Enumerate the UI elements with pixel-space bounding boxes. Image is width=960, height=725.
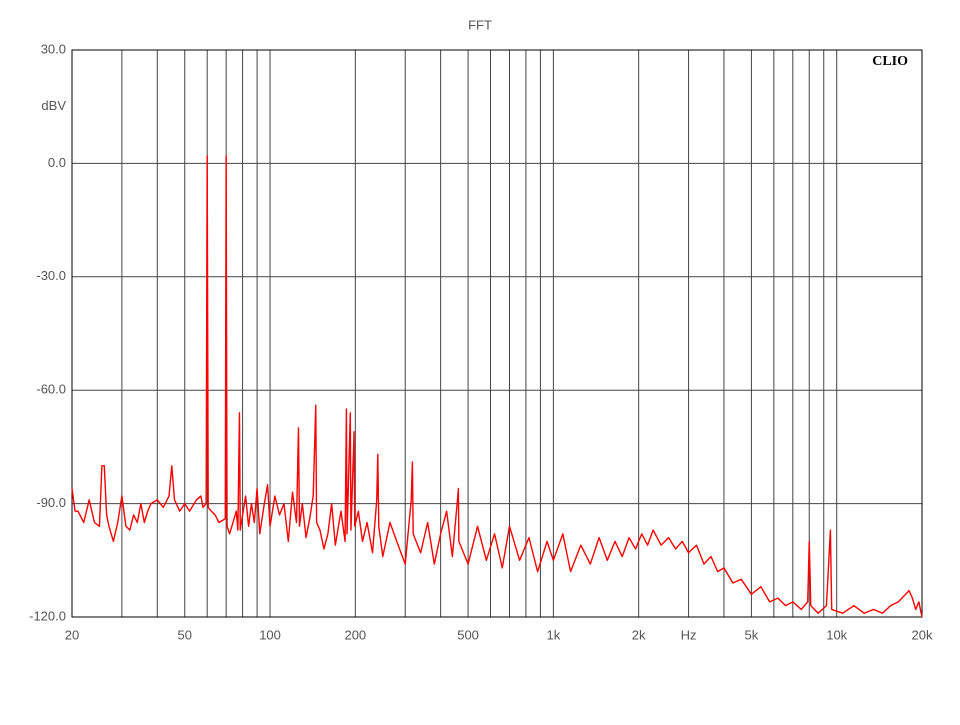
x-tick-label: 5k [745, 627, 759, 642]
x-tick-label: 2k [632, 627, 646, 642]
y-tick-label: -60.0 [36, 382, 66, 397]
x-tick-label: 20k [912, 627, 933, 642]
x-tick-label: Hz [681, 627, 697, 642]
x-tick-label: 10k [826, 627, 847, 642]
x-tick-label: 200 [344, 627, 366, 642]
x-tick-label: 100 [259, 627, 281, 642]
x-tick-label: 1k [547, 627, 561, 642]
y-tick-label: -30.0 [36, 268, 66, 283]
y-tick-label: -120.0 [29, 608, 66, 623]
y-axis-label: dBV [41, 98, 66, 113]
y-tick-label: 0.0 [48, 155, 66, 170]
x-tick-label: 20 [65, 627, 79, 642]
data-line [71, 155, 923, 618]
y-tick-label: -90.0 [36, 495, 66, 510]
x-tick-label: 50 [178, 627, 192, 642]
chart-title: FFT [468, 17, 492, 32]
y-tick-label: 30.0 [41, 41, 66, 56]
watermark: CLIO [872, 54, 908, 69]
x-tick-label: 500 [457, 627, 479, 642]
plot-border [71, 49, 923, 618]
